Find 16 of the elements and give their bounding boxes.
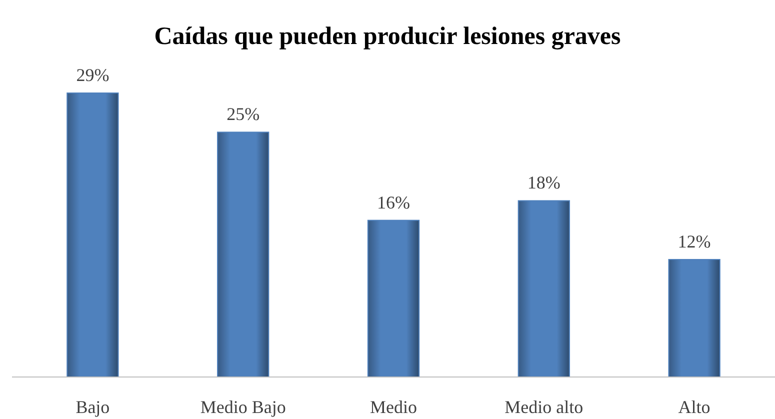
bar (217, 132, 270, 378)
bar (518, 200, 570, 378)
data-label: 16% (377, 192, 410, 212)
bar (668, 258, 720, 378)
x-tick-label: Alto (678, 397, 710, 417)
x-tick-label: Medio alto (504, 397, 584, 417)
chart-title: Caídas que pueden producir lesiones graves (154, 23, 622, 50)
data-label: 29% (76, 65, 110, 85)
data-label: 25% (226, 104, 260, 124)
bar (66, 92, 119, 378)
data-label: 12% (678, 231, 711, 252)
x-tick-label: Medio (370, 397, 417, 417)
bar (367, 220, 420, 378)
x-tick-label: Medio Bajo (200, 397, 286, 417)
x-tick-label: Bajo (76, 397, 110, 417)
data-label: 18% (527, 172, 560, 193)
